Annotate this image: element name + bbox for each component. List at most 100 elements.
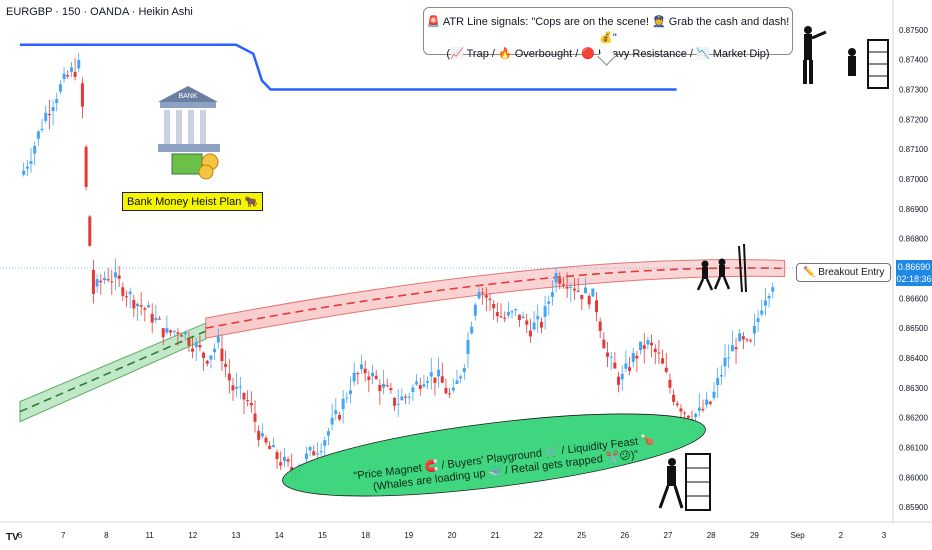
candle xyxy=(554,267,558,293)
candle xyxy=(80,77,84,119)
candle xyxy=(528,318,532,343)
candle xyxy=(525,313,529,333)
candle xyxy=(716,367,720,398)
candle xyxy=(705,391,709,409)
candle xyxy=(572,277,576,300)
price-tick-label: 0.87400 xyxy=(899,56,928,65)
candle xyxy=(238,376,242,400)
candle xyxy=(132,294,136,318)
candle xyxy=(62,66,66,83)
time-tick-label: 11 xyxy=(145,531,154,540)
candle xyxy=(503,311,507,323)
candle xyxy=(25,160,29,177)
price-tick-label: 0.86300 xyxy=(899,384,928,393)
candle xyxy=(745,337,749,343)
candle xyxy=(760,299,764,317)
candle xyxy=(422,375,426,389)
candle xyxy=(561,276,565,289)
candle xyxy=(576,278,580,293)
candle xyxy=(393,397,397,412)
candle xyxy=(679,404,683,419)
candle xyxy=(33,141,37,166)
candle xyxy=(124,290,128,307)
candle xyxy=(565,272,569,298)
price-tick-label: 0.87200 xyxy=(899,115,928,124)
price-tick-label: 0.86500 xyxy=(899,324,928,333)
candle xyxy=(257,425,261,447)
candle xyxy=(169,329,173,337)
candle xyxy=(532,311,536,331)
candle xyxy=(139,292,143,316)
candle xyxy=(106,268,110,283)
atr-line xyxy=(20,43,677,91)
candle xyxy=(672,389,676,406)
candle xyxy=(517,314,521,327)
candle xyxy=(407,393,411,405)
candle xyxy=(602,332,606,349)
candle xyxy=(246,390,250,407)
candle xyxy=(268,441,272,450)
candle xyxy=(617,371,621,393)
candle xyxy=(664,352,668,374)
candle xyxy=(29,148,33,173)
candle xyxy=(154,304,158,324)
time-tick-label: 21 xyxy=(491,531,500,540)
candle xyxy=(547,295,551,316)
candle xyxy=(334,398,338,421)
candle xyxy=(66,70,70,79)
time-tick-label: 12 xyxy=(188,531,197,540)
time-tick-label: 25 xyxy=(577,531,586,540)
candle xyxy=(198,335,202,352)
candle xyxy=(606,342,610,368)
time-axis: 6 7 8 11 12 13 14 15 18 19 20 21 22 25 26 27 28 29 Sep 2 3 xyxy=(18,531,887,540)
candle xyxy=(323,436,327,457)
time-tick-label: 19 xyxy=(404,531,413,540)
candle xyxy=(161,327,165,346)
candle xyxy=(58,80,62,95)
candle xyxy=(77,52,81,72)
callout-line-2: (📈 Trap / 🔥 Overbought / 🔴 Heavy Resista… xyxy=(446,48,770,60)
candle xyxy=(356,371,360,385)
candle xyxy=(650,334,654,358)
candle xyxy=(341,390,345,424)
price-tick-label: 0.86000 xyxy=(899,473,928,482)
tradingview-logo: TV xyxy=(6,532,19,543)
candle xyxy=(411,384,415,401)
candle xyxy=(741,332,745,350)
candle xyxy=(701,399,705,413)
candle xyxy=(271,437,275,448)
candle xyxy=(110,269,114,296)
candle xyxy=(275,449,279,469)
candle xyxy=(646,336,650,350)
candles xyxy=(22,52,775,483)
time-tick-label: 20 xyxy=(448,531,457,540)
symbol-title[interactable]: EURGBP · 150 · OANDA · Heikin Ashi xyxy=(6,6,193,18)
candle xyxy=(719,365,723,386)
candle xyxy=(488,293,492,311)
candle xyxy=(437,357,441,388)
time-tick-label: 8 xyxy=(104,531,109,540)
candle xyxy=(433,377,437,396)
candle xyxy=(620,365,624,391)
time-tick-label: 18 xyxy=(361,531,370,540)
bar-countdown: 02:18:36 xyxy=(896,274,932,284)
candle xyxy=(69,62,73,78)
candle xyxy=(176,327,180,346)
price-tick-label: 0.86800 xyxy=(899,235,928,244)
candle xyxy=(767,293,771,308)
candle xyxy=(550,280,554,306)
candle xyxy=(661,349,665,365)
candle xyxy=(113,258,117,291)
candle xyxy=(404,394,408,404)
current-price: 0.86690 xyxy=(897,262,931,272)
candle xyxy=(136,302,140,321)
support-band-midline xyxy=(19,330,207,413)
candle xyxy=(121,282,125,302)
candle xyxy=(216,328,220,349)
candle xyxy=(44,105,48,124)
candle xyxy=(36,130,40,147)
demand-zone xyxy=(282,413,706,497)
candle xyxy=(723,344,727,378)
time-tick-label: 26 xyxy=(620,531,629,540)
